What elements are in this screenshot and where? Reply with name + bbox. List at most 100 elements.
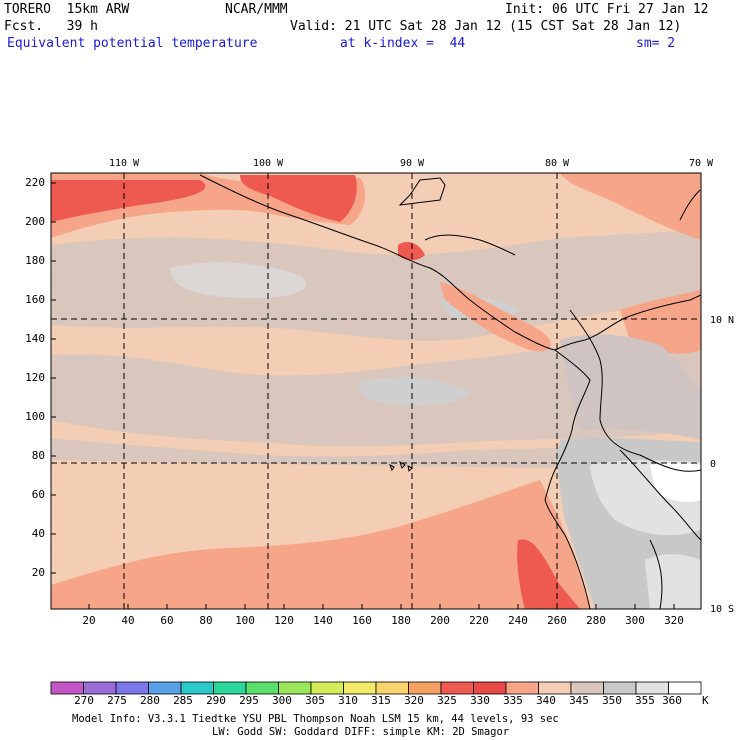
colorbar-label: 335 bbox=[503, 694, 523, 707]
field-name: Equivalent potential temperature bbox=[7, 36, 258, 51]
organization: NCAR/MMM bbox=[225, 2, 288, 17]
y-tick-label: 120 bbox=[25, 371, 45, 384]
colorbar-label: 300 bbox=[272, 694, 292, 707]
x-tick-label: 20 bbox=[82, 614, 95, 627]
x-tick-label: 160 bbox=[352, 614, 372, 627]
warm-ne bbox=[560, 173, 701, 240]
hot-n bbox=[240, 175, 357, 222]
model-title: TORERO 15km ARW bbox=[4, 2, 130, 17]
y-tick-label: 80 bbox=[32, 449, 45, 462]
lat-label: 10 S bbox=[710, 604, 734, 615]
y-tick-marks bbox=[51, 182, 56, 574]
colorbar-swatch bbox=[375, 681, 409, 695]
x-tick-label: 300 bbox=[625, 614, 645, 627]
x-tick-label: 80 bbox=[199, 614, 212, 627]
warm-south bbox=[51, 480, 590, 609]
level-index: at k-index = 44 bbox=[340, 36, 466, 51]
colorbar-swatch bbox=[83, 681, 117, 695]
y-tick-label: 60 bbox=[32, 488, 45, 501]
colorbar-label: 305 bbox=[305, 694, 325, 707]
colorbar-label: 315 bbox=[371, 694, 391, 707]
x-tick-label: 220 bbox=[469, 614, 489, 627]
colorbar-label: 290 bbox=[206, 694, 226, 707]
forecast-hour: Fcst. 39 h bbox=[4, 19, 98, 34]
colorbar-label: 330 bbox=[470, 694, 490, 707]
colorbar-swatch bbox=[505, 681, 539, 695]
y-tick-label: 140 bbox=[25, 332, 45, 345]
y-tick-label: 160 bbox=[25, 293, 45, 306]
hot-nw bbox=[51, 180, 206, 222]
colorbar-label: 360 bbox=[662, 694, 682, 707]
light-patch-2 bbox=[358, 377, 470, 406]
x-tick-label: 40 bbox=[121, 614, 134, 627]
lon-label: 80 W bbox=[545, 158, 570, 169]
valid-time: Valid: 21 UTC Sat 28 Jan 12 (15 CST Sat … bbox=[290, 19, 682, 34]
physics-info: LW: Godd SW: Goddard DIFF: simple KM: 2D… bbox=[212, 726, 509, 738]
colorbar-swatch bbox=[538, 681, 572, 695]
colorbar-swatch bbox=[310, 681, 344, 695]
colorbar-swatch bbox=[570, 681, 604, 695]
x-tick-label: 200 bbox=[430, 614, 450, 627]
x-tick-label: 240 bbox=[508, 614, 528, 627]
x-tick-label: 100 bbox=[235, 614, 255, 627]
colorbar-label: 345 bbox=[569, 694, 589, 707]
x-tick-label: 120 bbox=[274, 614, 294, 627]
hot-peru bbox=[517, 539, 580, 609]
colorbar-label: 340 bbox=[536, 694, 556, 707]
colorbar-swatch bbox=[213, 681, 247, 695]
colorbar-label: 320 bbox=[404, 694, 424, 707]
warm-ca bbox=[440, 282, 551, 352]
colorbar-swatch bbox=[603, 681, 637, 695]
model-info: Model Info: V3.3.1 Tiedtke YSU PBL Thomp… bbox=[72, 713, 559, 725]
x-tick-label: 60 bbox=[160, 614, 173, 627]
lat-lon-grid bbox=[51, 173, 701, 609]
colorbar-swatch bbox=[440, 681, 474, 695]
light-patch-1 bbox=[170, 262, 307, 299]
colorbar-swatch bbox=[115, 681, 149, 695]
colorbar-swatch bbox=[408, 681, 442, 695]
lat-label: 0 bbox=[710, 459, 716, 470]
y-tick-label: 200 bbox=[25, 215, 45, 228]
y-tick-label: 220 bbox=[25, 176, 45, 189]
colorbar-label: 280 bbox=[140, 694, 160, 707]
x-tick-label: 180 bbox=[391, 614, 411, 627]
colorbar-swatch bbox=[668, 681, 702, 695]
init-time: Init: 06 UTC Fri 27 Jan 12 bbox=[505, 2, 709, 17]
colorbar-swatch bbox=[343, 681, 377, 695]
lon-label: 70 W bbox=[689, 158, 714, 169]
colorbar-swatch bbox=[473, 681, 507, 695]
lon-label: 110 W bbox=[109, 158, 140, 169]
colorbar-label: 310 bbox=[338, 694, 358, 707]
warm-east bbox=[620, 290, 701, 354]
x-tick-label: 280 bbox=[586, 614, 606, 627]
lon-label: 100 W bbox=[253, 158, 284, 169]
colorbar-swatch bbox=[635, 681, 669, 695]
colorbar-swatch bbox=[245, 681, 279, 695]
lon-label: 90 W bbox=[400, 158, 425, 169]
colorbar-swatch bbox=[278, 681, 312, 695]
hot-gt bbox=[398, 241, 425, 261]
cool-band-south bbox=[51, 438, 700, 470]
y-tick-label: 180 bbox=[25, 254, 45, 267]
x-tick-label: 140 bbox=[313, 614, 333, 627]
x-tick-marks bbox=[88, 604, 675, 609]
smoothing: sm= 2 bbox=[636, 36, 676, 51]
y-tick-label: 20 bbox=[32, 566, 45, 579]
colorbar-label: 285 bbox=[173, 694, 193, 707]
colorbar-label: 270 bbox=[74, 694, 94, 707]
map-frame bbox=[50, 172, 702, 610]
lat-label: 10 N bbox=[710, 315, 734, 326]
colorbar-label: 325 bbox=[437, 694, 457, 707]
colorbar-swatch bbox=[148, 681, 182, 695]
colorbar-labels: 270 275 280 285 290 295 300 305 310 315 … bbox=[74, 694, 682, 707]
y-tick-label: 40 bbox=[32, 527, 45, 540]
x-tick-label: 320 bbox=[664, 614, 684, 627]
colorbar-label: 355 bbox=[635, 694, 655, 707]
cool-band-north bbox=[51, 230, 700, 341]
colorbar-unit: K bbox=[702, 694, 709, 707]
land-white bbox=[650, 463, 701, 502]
colorbar bbox=[50, 681, 702, 695]
temperature-field bbox=[51, 173, 701, 609]
colorbar-label: 275 bbox=[107, 694, 127, 707]
